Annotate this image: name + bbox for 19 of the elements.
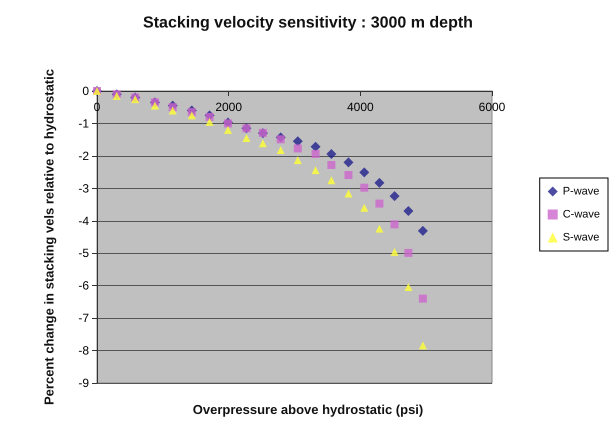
y-tick-label: 0 — [82, 84, 90, 98]
legend-label: S-wave — [562, 232, 600, 244]
y-axis-title: Percent change in stacking vels relative to hydrostatic — [42, 69, 56, 405]
legend-label: P-wave — [562, 186, 600, 198]
y-tick-label: -1 — [78, 116, 90, 130]
y-tick-label: -5 — [78, 246, 90, 260]
x-tick-label: 6000 — [478, 100, 506, 114]
y-tick-label: -6 — [78, 278, 90, 293]
chart-title: Stacking velocity sensitivity : 3000 m depth — [143, 14, 473, 32]
y-tick-label: -9 — [78, 376, 90, 390]
y-tick-label: -8 — [78, 344, 90, 358]
y-tick-label: -3 — [78, 181, 90, 196]
x-tick-label: 2000 — [215, 100, 242, 114]
y-tick-label: -7 — [78, 311, 90, 326]
y-tick-label: -4 — [78, 214, 90, 228]
x-axis-title: Overpressure above hydrostatic (psi) — [192, 402, 424, 417]
y-tick-label: -2 — [78, 148, 90, 163]
legend-label: C-wave — [562, 208, 600, 220]
x-tick-label: 4000 — [346, 100, 374, 114]
